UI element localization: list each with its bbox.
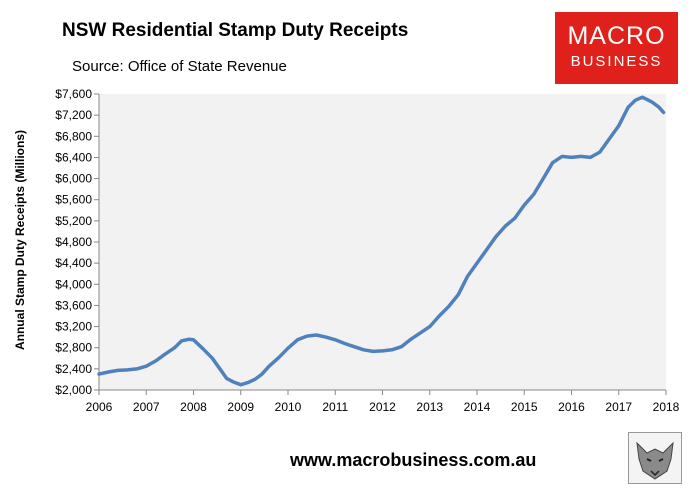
website-url[interactable]: www.macrobusiness.com.au <box>290 450 537 470</box>
x-tick-label: 2009 <box>227 400 254 414</box>
x-tick-label: 2010 <box>275 400 302 414</box>
y-tick-label: $6,800 <box>55 129 92 143</box>
x-tick-label: 2016 <box>558 400 585 414</box>
y-tick-label: $6,400 <box>55 150 92 164</box>
x-tick-label: 2011 <box>322 400 348 414</box>
y-axis: $2,000 $2,400 $2,800 $3,200 $3,600 $4,000 $4,4… <box>55 87 100 397</box>
y-tick-label: $7,200 <box>55 108 92 122</box>
chart-source: Source: Office of State Revenue <box>72 58 287 75</box>
x-tick-label: 2013 <box>416 400 443 414</box>
x-tick-label: 2014 <box>464 400 491 414</box>
series-group <box>97 95 666 387</box>
x-tick-label: 2018 <box>653 400 680 414</box>
y-tick-label: $2,400 <box>55 362 92 376</box>
y-tick-label: $5,200 <box>55 214 92 228</box>
y-tick-label: $2,000 <box>55 383 92 397</box>
chart-title: NSW Residential Stamp Duty Receipts <box>62 20 409 41</box>
y-tick-label: $6,000 <box>55 172 92 186</box>
x-tick-label: 2012 <box>369 400 396 414</box>
series-line <box>97 95 666 387</box>
plot-area <box>99 94 666 390</box>
y-tick-label: $4,000 <box>55 277 92 291</box>
y-tick-label: $4,400 <box>55 256 92 270</box>
x-axis: 2006 2007 2008 2009 2010 2011 2012 2013 2014 2015… <box>86 389 680 414</box>
x-tick-label: 2017 <box>605 400 632 414</box>
x-tick-label: 2008 <box>180 400 207 414</box>
y-axis-title: Annual Stamp Duty Receipts (Millions) <box>13 130 27 350</box>
y-tick-label: $2,800 <box>55 341 92 355</box>
y-tick-label: $5,600 <box>55 193 92 207</box>
y-tick-label: $4,800 <box>55 235 92 249</box>
x-tick-label: 2006 <box>86 400 113 414</box>
y-tick-label: $3,600 <box>55 298 92 312</box>
y-tick-label: $3,200 <box>55 320 92 334</box>
logo-text-macro: MACRO <box>567 22 666 50</box>
x-tick-label: 2015 <box>511 400 538 414</box>
macrobusiness-logo[interactable]: MACRO BUSINESS <box>555 12 678 84</box>
y-tick-label: $7,600 <box>55 87 92 101</box>
logo-text-business: BUSINESS <box>570 53 663 70</box>
x-tick-label: 2007 <box>133 400 160 414</box>
wolf-mascot-icon <box>628 432 682 484</box>
